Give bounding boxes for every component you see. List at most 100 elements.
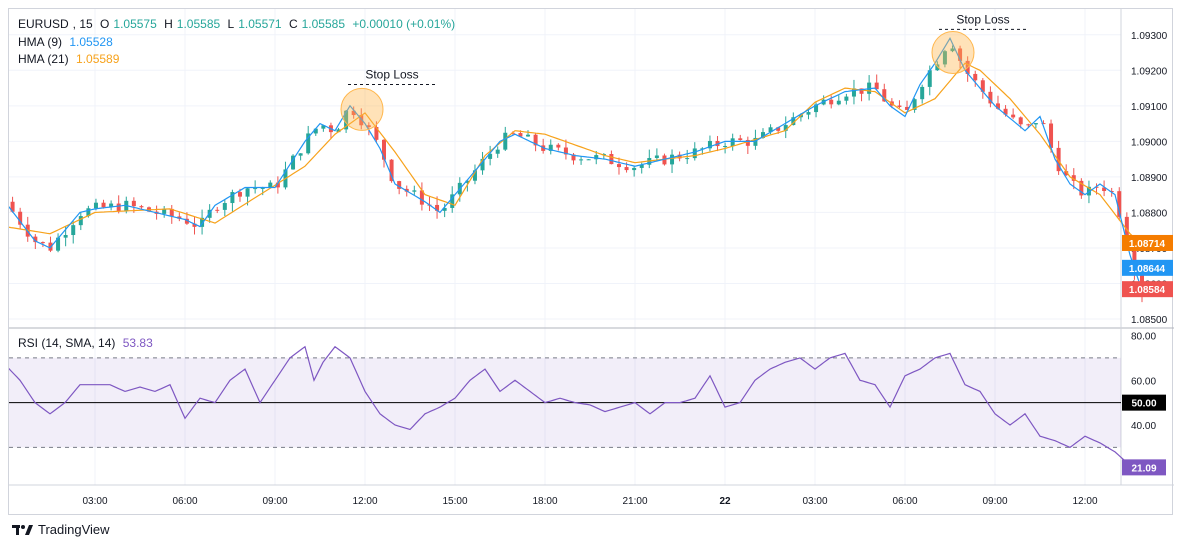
candle-body [995, 103, 1000, 109]
candle-body [503, 132, 508, 150]
candle-body [548, 144, 553, 151]
candle-body [215, 209, 220, 211]
time-tick-label: 18:00 [532, 496, 557, 507]
stop-loss-circle [340, 87, 384, 131]
time-tick-label: 09:00 [982, 496, 1007, 507]
time-tick-label: 15:00 [442, 496, 467, 507]
rsi-badge-label: 21.09 [1131, 463, 1156, 474]
candle-body [654, 155, 659, 159]
candle-body [63, 235, 68, 238]
price-tick-label: 1.08800 [1131, 208, 1168, 219]
candle-body [1033, 123, 1038, 125]
candle-body [495, 149, 500, 154]
stop-loss-label: Stop Loss [956, 12, 1009, 26]
rsi-line [9, 345, 1140, 468]
price-tick-label: 1.08900 [1131, 173, 1168, 184]
candle-body [366, 125, 371, 127]
hma21-value: 1.05589 [76, 52, 120, 66]
candle-body [586, 159, 591, 161]
candle-body [905, 106, 910, 110]
rsi-label: RSI (14, SMA, 14) [18, 336, 116, 350]
candle-body [1026, 124, 1031, 126]
high-label: H [164, 17, 173, 31]
candle-body [1071, 175, 1076, 181]
candle-body [738, 138, 743, 140]
candle-body [480, 158, 485, 171]
candle-body [321, 125, 326, 129]
candle-body [1018, 117, 1023, 125]
candle-body [18, 211, 23, 225]
candle-body [139, 206, 144, 208]
candle-body [897, 105, 902, 107]
time-tick-label: 12:00 [352, 496, 377, 507]
candle-body [526, 134, 531, 137]
candle-body [730, 138, 735, 147]
candle-body [670, 154, 675, 165]
candle-body [920, 86, 925, 100]
stop-loss-circle [931, 31, 975, 75]
candle-body [71, 225, 76, 236]
close-value: 1.05585 [301, 17, 346, 31]
candle-body [791, 117, 796, 126]
time-tick-label: 06:00 [172, 496, 197, 507]
symbol-name: EURUSD [18, 17, 69, 31]
candle-body [291, 155, 296, 170]
candle-body [93, 202, 98, 209]
candle-body [723, 146, 728, 148]
candle-body [518, 133, 523, 137]
price-tick-label: 1.09200 [1131, 66, 1168, 77]
candle-body [336, 129, 341, 133]
candle-body [306, 133, 311, 154]
candle-body [609, 154, 614, 165]
candle-body [374, 126, 379, 140]
time-tick-label: 09:00 [262, 496, 287, 507]
candle-body [435, 204, 440, 211]
price-tick-label: 1.08500 [1131, 315, 1168, 326]
rsi-badge-label: 50.00 [1131, 399, 1156, 410]
candle-body [412, 190, 417, 192]
price-badge-label: 1.08584 [1129, 285, 1166, 296]
candle-body [836, 100, 841, 105]
candle-body [298, 153, 303, 156]
candle-body [563, 147, 568, 155]
candle-body [1124, 216, 1129, 248]
candle-body [958, 48, 963, 61]
rsi-tick-label: 40.00 [1131, 421, 1156, 432]
candle-body [222, 203, 227, 210]
candle-body [472, 170, 477, 181]
hma21-line [9, 62, 1140, 243]
candle-body [162, 208, 167, 214]
candle-body [1117, 191, 1122, 217]
hma9-label: HMA (9) [18, 35, 63, 49]
candle-body [745, 139, 750, 146]
brand-label: TradingView [38, 522, 110, 537]
rsi-legend: RSI (14, SMA, 14) 53.83 [18, 336, 157, 350]
candle-body [632, 167, 637, 171]
hma9-legend: HMA (9) 1.05528 [18, 35, 117, 49]
chart-frame: 1.09300 1.09200 1.09100 1.09000 1.08900 1.088… [8, 8, 1174, 516]
price-badge [1122, 259, 1173, 276]
candle-body [829, 99, 834, 105]
candle-body [1109, 191, 1114, 193]
rsi-tick-label: 60.00 [1131, 376, 1156, 387]
rsi-tick-label: 80.00 [1131, 331, 1156, 342]
candle-body [579, 159, 584, 161]
candle-body [935, 64, 940, 71]
candle-body [184, 218, 189, 224]
candle-body [973, 73, 978, 81]
candle-body [10, 201, 15, 212]
candle-body [450, 194, 455, 208]
hma9-line [9, 37, 1140, 282]
candle-body [1094, 186, 1099, 188]
candle-body [556, 144, 561, 148]
rsi-badge [1122, 394, 1166, 411]
candle-body [859, 88, 864, 94]
candle-body [275, 182, 280, 188]
time-tick-label: 06:00 [892, 496, 917, 507]
candle-body [662, 155, 667, 165]
chart-svg[interactable]: 1.09300 1.09200 1.09100 1.09000 1.08900 1.088… [9, 9, 1174, 516]
candle-body [912, 99, 917, 110]
candle-body [882, 89, 887, 102]
tradingview-brand[interactable]: TradingView [12, 522, 110, 537]
